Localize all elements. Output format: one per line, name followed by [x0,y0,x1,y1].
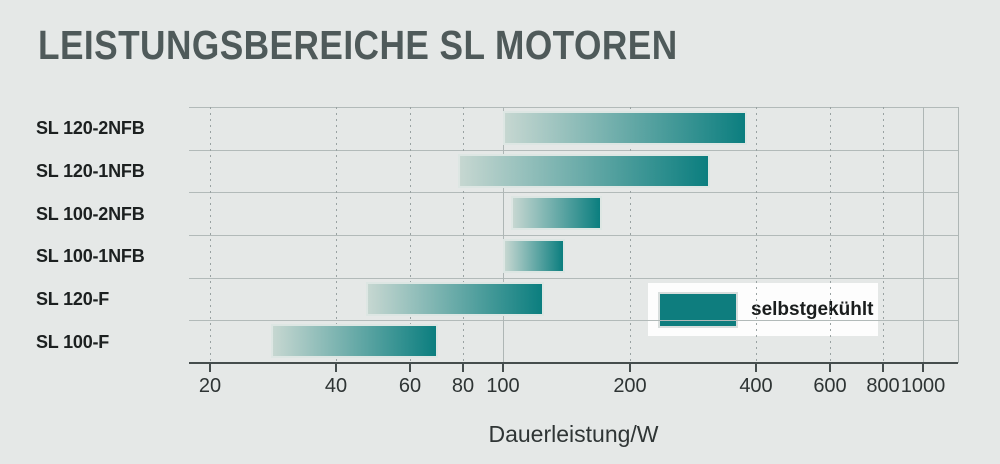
x-axis-tick-100 [502,364,504,372]
x-axis-tick-label-200: 200 [613,375,647,397]
gridline-800 [883,107,884,363]
x-axis-tick-400 [755,364,757,372]
x-axis-tick-60 [409,364,411,372]
gridline-100 [503,107,504,363]
x-axis-tick-label-600: 600 [813,375,847,397]
range-bar-sl-100-1nfb [503,239,565,274]
gridline-600 [830,107,831,363]
legend-label: selbstgekühlt [751,298,874,320]
category-label-sl-120-f: SL 120-F [36,289,110,309]
x-axis-tick-label-100: 100 [486,375,520,397]
grid-row-line [189,149,958,151]
legend: selbstgekühlt [648,283,878,336]
chart-title: LEISTUNGSBEREICHE SL MOTOREN [38,22,678,68]
x-axis-line [189,362,958,364]
category-label-sl-100-f: SL 100-F [36,331,110,352]
x-axis-tick-label-800: 800 [866,375,900,397]
x-axis-tick-label-80: 80 [451,375,475,397]
gridline-200 [630,107,631,363]
gridline-20 [210,107,211,363]
x-axis-tick-1000 [922,364,924,372]
range-bar-sl-120-2nfb [503,111,747,146]
grid-row-line [189,277,958,279]
x-axis-tick-label-40: 40 [324,375,348,397]
x-axis-tick-40 [335,364,337,372]
gridline-400 [756,107,757,363]
range-bar-sl-100-2nfb [510,196,603,231]
x-axis-tick-800 [882,364,884,372]
x-axis-tick-label-60: 60 [398,375,422,397]
grid-row-line [189,320,958,322]
grid-row-line [189,107,958,108]
range-bar-sl-120-f [365,281,544,316]
gridline-60 [410,107,411,363]
category-label-sl-120-2nfb: SL 120-2NFB [36,118,145,139]
grid-row-line [189,192,958,194]
x-axis-tick-600 [829,364,831,372]
gridline-1000 [923,107,924,363]
legend-swatch-selbstgekuehlt [658,291,738,328]
x-axis-tick-200 [629,364,631,372]
category-label-sl-120-1nfb: SL 120-1NFB [36,161,145,181]
x-axis-tick-20 [209,364,211,372]
x-axis-tick-label-1000: 1000 [900,375,946,397]
range-bar-sl-120-1nfb [458,153,710,188]
gridline-80 [463,107,464,363]
range-bar-sl-100-f [271,324,439,359]
x-axis-title: Dauerleistung/W [488,421,659,447]
grid-row-line [189,235,958,236]
x-axis-tick-80 [462,364,464,372]
category-label-sl-100-2nfb: SL 100-2NFB [36,203,145,224]
category-label-sl-100-1nfb: SL 100-1NFB [36,246,145,267]
x-axis-tick-label-20: 20 [198,375,222,397]
plot-right-border [958,107,959,363]
x-axis-tick-label-400: 400 [739,375,773,397]
gridline-40 [336,107,337,363]
